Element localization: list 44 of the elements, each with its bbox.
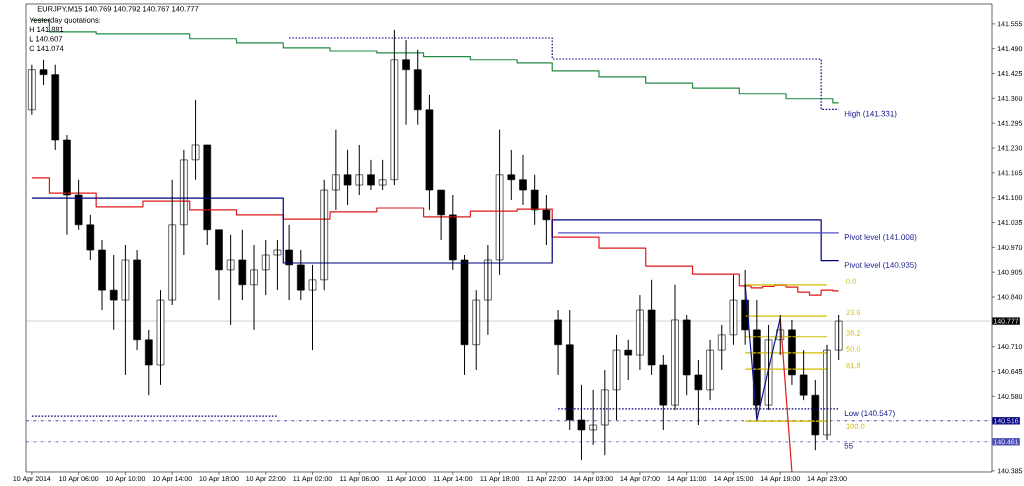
candlestick — [273, 239, 282, 291]
candlestick — [834, 314, 843, 361]
candlestick — [542, 194, 551, 246]
candlestick — [589, 389, 597, 446]
candlestick — [565, 309, 574, 431]
candlestick — [413, 49, 422, 126]
candlestick — [472, 289, 481, 371]
candlestick — [238, 229, 247, 301]
candlestick — [51, 64, 60, 151]
candlestick — [297, 249, 305, 301]
candlestick — [577, 384, 586, 461]
candlestick — [86, 214, 95, 261]
candlestick — [390, 29, 399, 186]
candlestick — [378, 159, 387, 191]
candlestick — [308, 264, 317, 351]
candlestick — [659, 354, 668, 431]
candlestick — [191, 99, 200, 181]
candlestick — [226, 234, 235, 326]
candlestick — [168, 179, 176, 306]
candlestick — [144, 329, 153, 396]
candlestick — [530, 174, 539, 226]
candlestick — [39, 59, 48, 86]
candlestick — [694, 359, 703, 426]
candlestick — [343, 149, 352, 206]
candlestick — [764, 324, 773, 411]
candlestick — [261, 239, 270, 296]
candlestick — [717, 324, 726, 371]
candlestick — [355, 144, 364, 196]
candlestick — [612, 334, 621, 421]
candlestick — [74, 179, 83, 231]
candlestick — [601, 369, 609, 456]
candlestick — [425, 94, 434, 211]
candlestick — [507, 149, 516, 201]
candlestick — [729, 274, 738, 346]
candlestick — [156, 289, 165, 386]
candlestick — [121, 244, 130, 376]
candlestick — [799, 349, 808, 401]
candlestick — [109, 254, 118, 331]
candlestick — [647, 279, 656, 376]
candlestick — [495, 129, 504, 276]
candlestick — [682, 314, 691, 396]
candlestick — [449, 194, 457, 271]
candlestick — [460, 254, 469, 376]
candlestick — [624, 339, 633, 381]
